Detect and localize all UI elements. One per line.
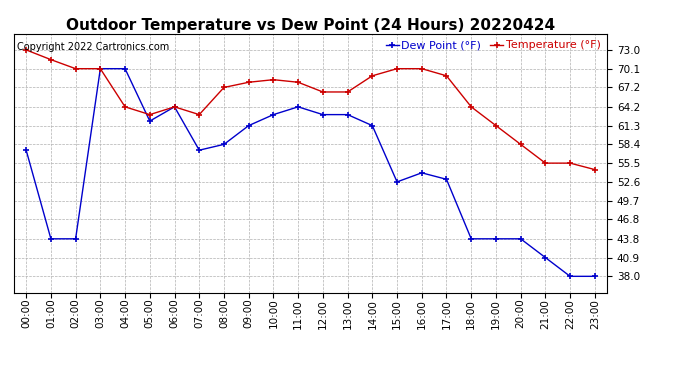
Temperature (°F) — [368, 74, 377, 78]
Legend: Dew Point (°F), Temperature (°F): Dew Point (°F), Temperature (°F) — [384, 39, 602, 51]
Temperature (°F) — [170, 105, 179, 109]
Dew Point (°F) — [170, 105, 179, 109]
Dew Point (°F) — [344, 112, 352, 117]
Temperature (°F) — [591, 167, 599, 172]
Temperature (°F) — [22, 48, 30, 52]
Temperature (°F) — [244, 80, 253, 84]
Dew Point (°F) — [244, 123, 253, 128]
Title: Outdoor Temperature vs Dew Point (24 Hours) 20220424: Outdoor Temperature vs Dew Point (24 Hou… — [66, 18, 555, 33]
Dew Point (°F) — [417, 171, 426, 175]
Dew Point (°F) — [467, 237, 475, 241]
Dew Point (°F) — [591, 274, 599, 279]
Dew Point (°F) — [22, 148, 30, 153]
Dew Point (°F) — [220, 142, 228, 147]
Temperature (°F) — [96, 66, 104, 71]
Temperature (°F) — [220, 85, 228, 90]
Text: Copyright 2022 Cartronics.com: Copyright 2022 Cartronics.com — [17, 42, 169, 51]
Dew Point (°F) — [319, 112, 327, 117]
Dew Point (°F) — [492, 237, 500, 241]
Temperature (°F) — [517, 142, 525, 147]
Dew Point (°F) — [195, 148, 204, 153]
Temperature (°F) — [72, 66, 80, 71]
Dew Point (°F) — [96, 66, 104, 71]
Temperature (°F) — [467, 105, 475, 109]
Temperature (°F) — [146, 112, 154, 117]
Dew Point (°F) — [146, 119, 154, 123]
Temperature (°F) — [319, 90, 327, 94]
Temperature (°F) — [294, 80, 302, 84]
Line: Temperature (°F): Temperature (°F) — [23, 46, 598, 173]
Dew Point (°F) — [442, 177, 451, 182]
Temperature (°F) — [47, 57, 55, 62]
Dew Point (°F) — [541, 255, 549, 260]
Line: Dew Point (°F): Dew Point (°F) — [23, 65, 598, 280]
Temperature (°F) — [442, 74, 451, 78]
Dew Point (°F) — [393, 180, 401, 184]
Dew Point (°F) — [47, 237, 55, 241]
Temperature (°F) — [269, 77, 277, 82]
Temperature (°F) — [417, 66, 426, 71]
Dew Point (°F) — [121, 66, 129, 71]
Dew Point (°F) — [269, 112, 277, 117]
Dew Point (°F) — [368, 123, 377, 128]
Dew Point (°F) — [566, 274, 574, 279]
Temperature (°F) — [492, 123, 500, 128]
Dew Point (°F) — [294, 105, 302, 109]
Temperature (°F) — [541, 161, 549, 165]
Dew Point (°F) — [72, 237, 80, 241]
Temperature (°F) — [195, 112, 204, 117]
Temperature (°F) — [121, 105, 129, 109]
Temperature (°F) — [566, 161, 574, 165]
Dew Point (°F) — [517, 237, 525, 241]
Temperature (°F) — [344, 90, 352, 94]
Temperature (°F) — [393, 66, 401, 71]
